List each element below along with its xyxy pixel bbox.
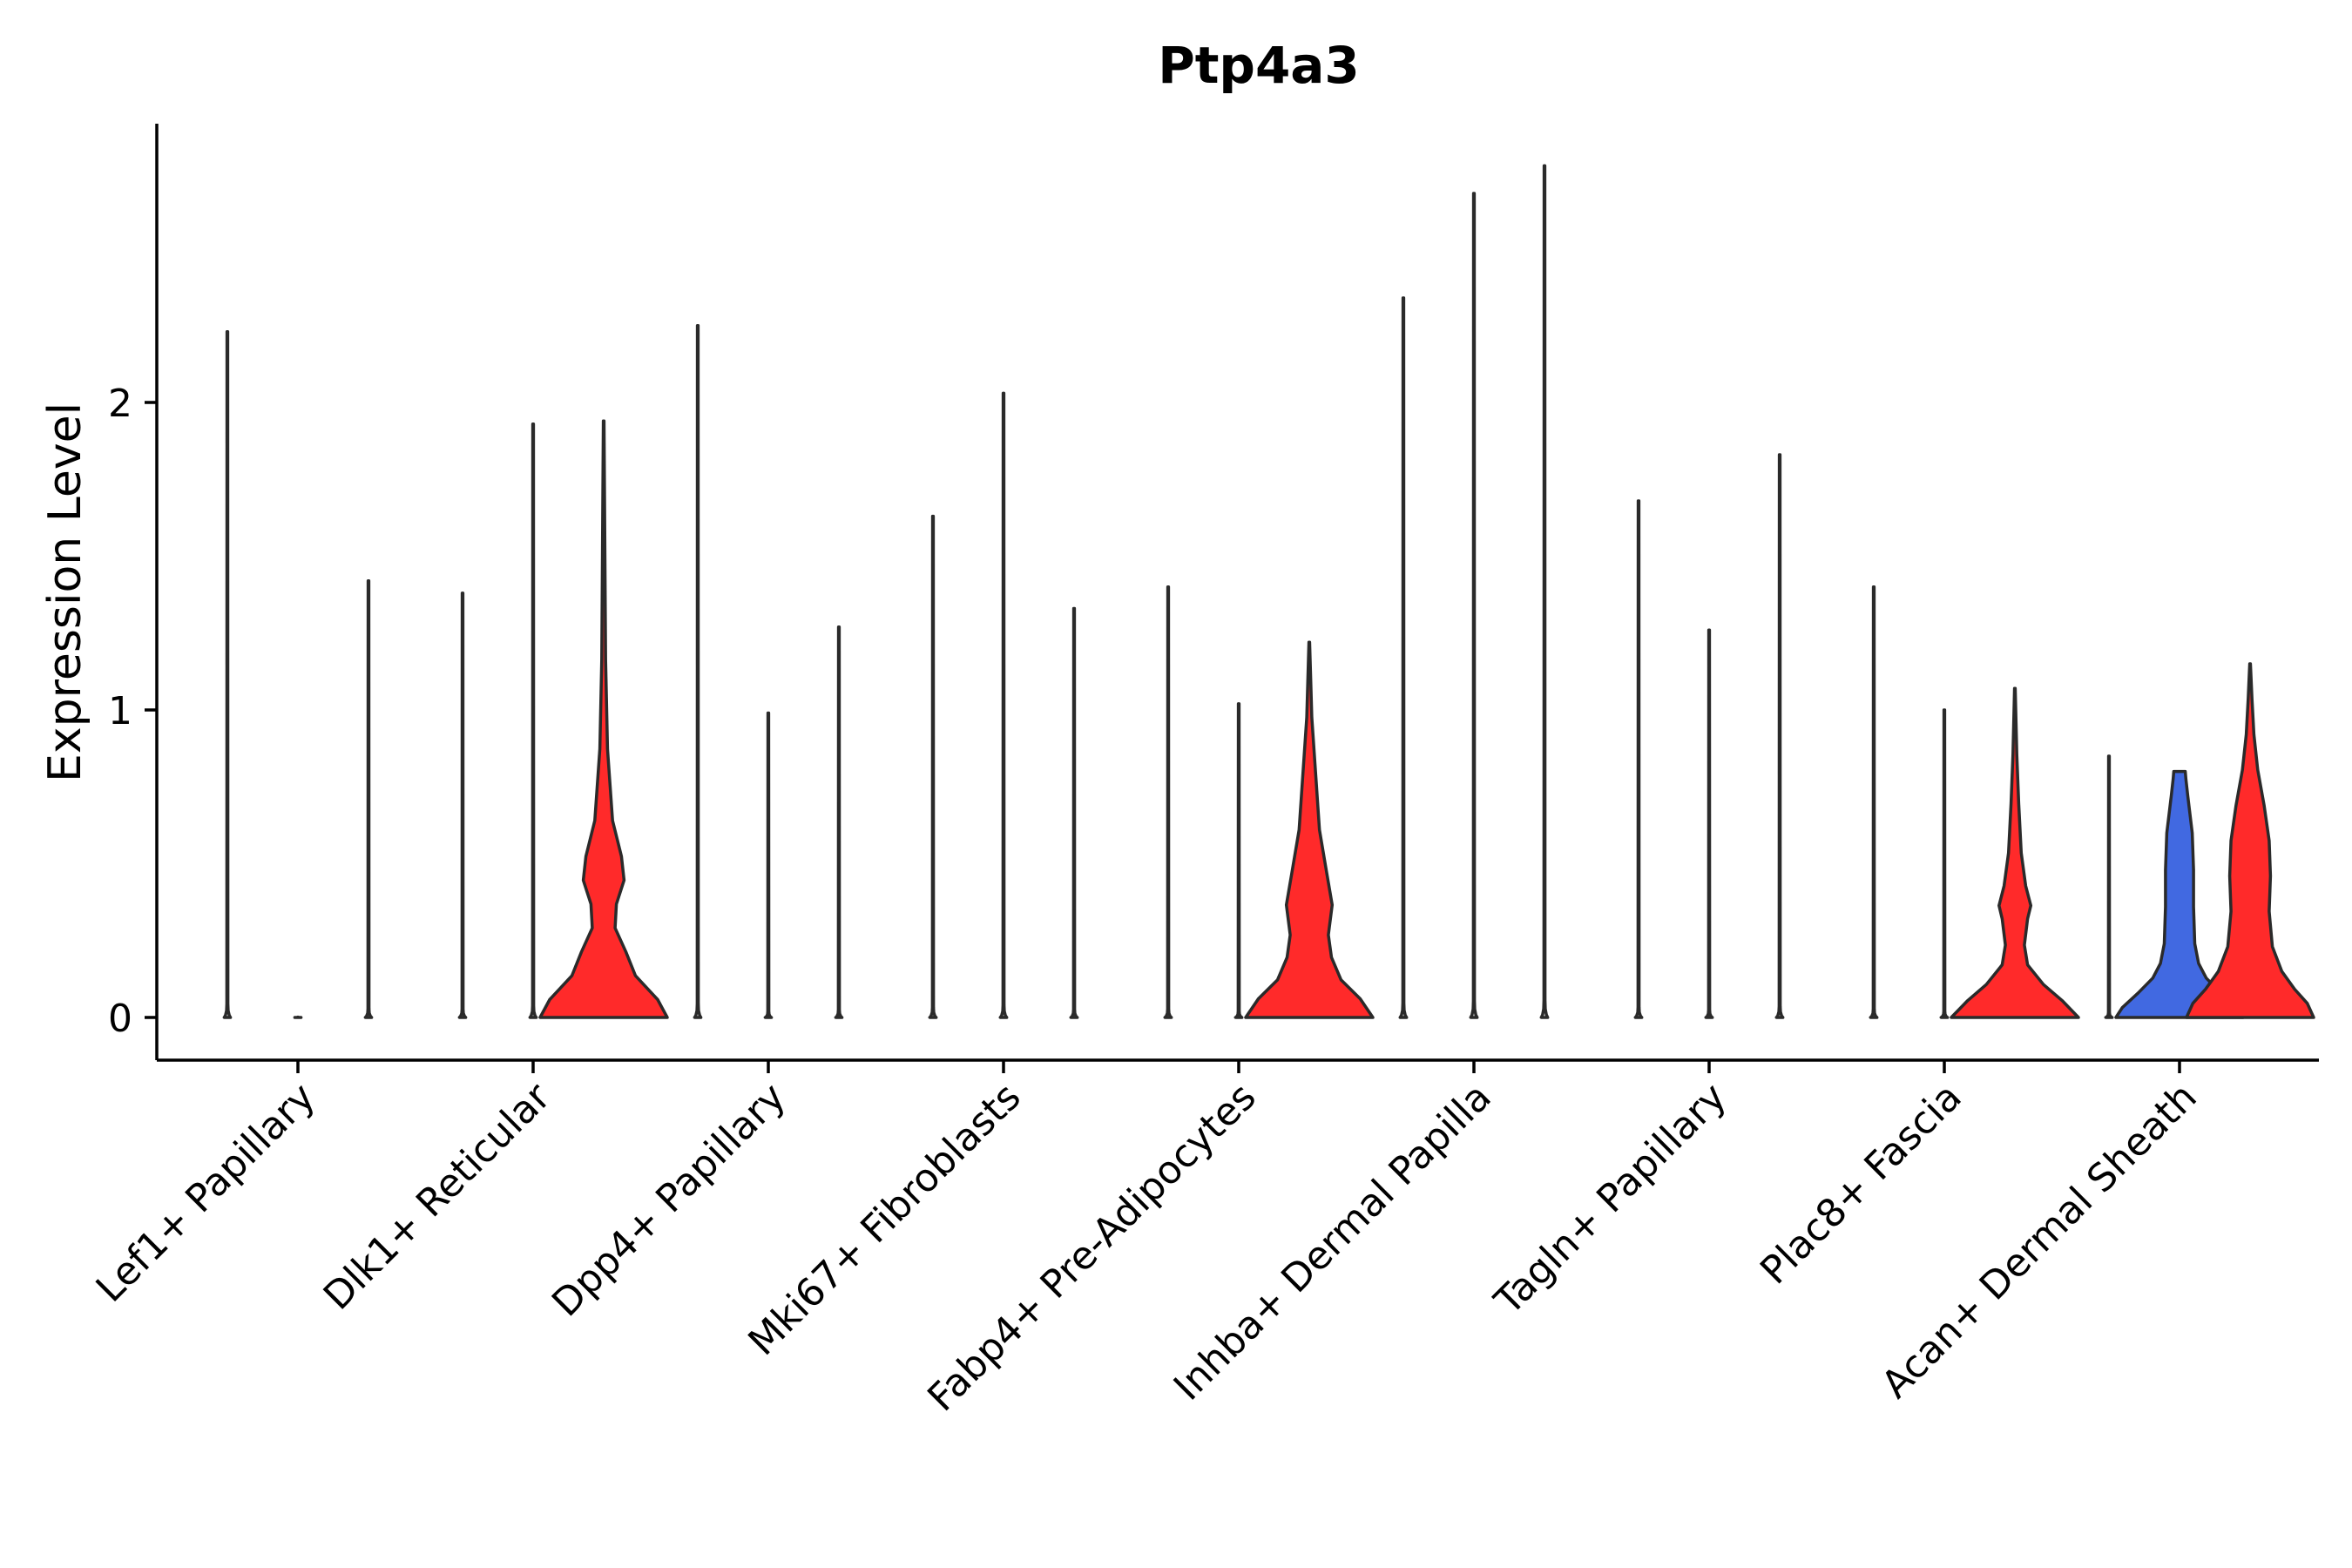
- violin-2-1: [763, 711, 774, 1019]
- x-tick-label: Tagln+ Papillary: [1486, 1075, 1735, 1324]
- y-ticks: 0 1 2: [108, 382, 157, 1041]
- x-tick-label: Dlk1+ Reticular: [315, 1074, 560, 1319]
- y-tick-label: 2: [108, 382, 132, 426]
- x-tick-label: Plac8+ Fascia: [1752, 1075, 1970, 1294]
- violin-3-1: [998, 391, 1009, 1019]
- x-tick-label: Lef1+ Papillary: [88, 1075, 324, 1311]
- violin-4-1: [1233, 702, 1244, 1019]
- y-tick-label: 0: [108, 997, 132, 1041]
- chart-title: Ptp4a3: [1158, 36, 1360, 95]
- violin-4-0: [1163, 585, 1173, 1019]
- y-axis-label: Expression Level: [39, 402, 91, 782]
- violin-5-1: [1469, 192, 1479, 1019]
- violin-0-2: [363, 578, 374, 1019]
- violin-1-0: [457, 591, 468, 1019]
- violin-7-2: [1950, 686, 2080, 1019]
- violin-7-0: [1869, 585, 1879, 1019]
- violin-8-2: [2185, 662, 2315, 1019]
- violin-8-1: [2114, 769, 2245, 1019]
- violin-3-0: [928, 514, 938, 1019]
- violin-0-0: [222, 330, 233, 1019]
- violin-6-2: [1774, 453, 1785, 1019]
- violin-8-0: [2104, 754, 2114, 1019]
- violin-1-2: [538, 419, 669, 1019]
- violin-5-0: [1398, 296, 1409, 1019]
- violin-4-2: [1244, 640, 1375, 1019]
- violin-6-1: [1704, 628, 1714, 1019]
- violin-5-2: [1539, 164, 1550, 1019]
- violin-layer: [222, 164, 2315, 1019]
- violin-1-1: [528, 422, 538, 1019]
- y-tick-label: 1: [108, 689, 132, 733]
- violin-7-1: [1939, 708, 1950, 1019]
- violin-6-0: [1633, 499, 1644, 1019]
- violin-3-2: [1069, 606, 1079, 1019]
- violin-2-0: [693, 324, 703, 1019]
- violin-2-2: [834, 625, 844, 1019]
- x-tick-label: Dpp4+ Papillary: [544, 1075, 794, 1326]
